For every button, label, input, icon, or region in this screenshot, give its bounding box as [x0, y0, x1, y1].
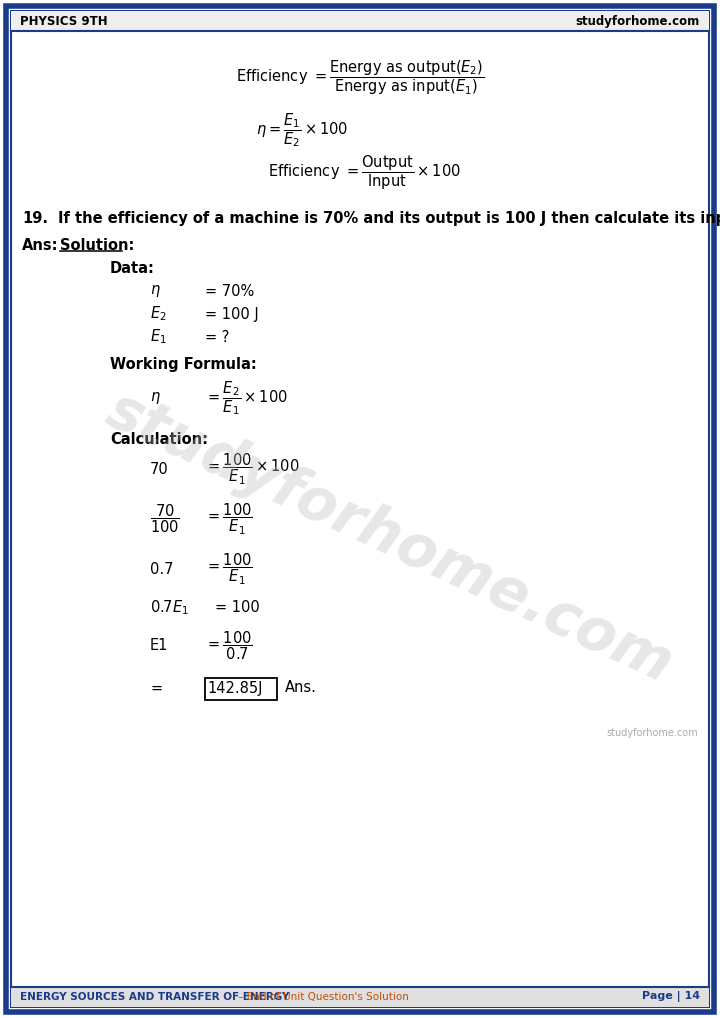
Text: $= \dfrac{E_2}{E_1} \times 100$: $= \dfrac{E_2}{E_1} \times 100$: [205, 379, 288, 417]
Text: Data:: Data:: [110, 261, 155, 276]
Text: = 100: = 100: [215, 601, 260, 616]
Text: Working Formula:: Working Formula:: [110, 356, 257, 372]
Bar: [205, 678, 277, 700]
Text: $\dfrac{70}{100}$: $\dfrac{70}{100}$: [150, 503, 180, 535]
Text: studyforhome.com: studyforhome.com: [576, 14, 700, 27]
Text: = 70%: = 70%: [205, 283, 254, 298]
Text: $= \dfrac{100}{E_1}$: $= \dfrac{100}{E_1}$: [205, 502, 253, 536]
Bar: [11, 11, 709, 31]
Text: $= \dfrac{100}{0.7}$: $= \dfrac{100}{0.7}$: [205, 630, 253, 663]
Bar: [11, 987, 709, 1007]
Text: 0.7: 0.7: [150, 562, 174, 576]
Text: 19.: 19.: [22, 211, 48, 226]
Text: = ?: = ?: [205, 330, 230, 344]
Text: Efficiency $= \dfrac{\mathrm{Output}}{\mathrm{Input}} \times 100$: Efficiency $= \dfrac{\mathrm{Output}}{\m…: [268, 154, 461, 192]
Text: studyforhome.com: studyforhome.com: [606, 728, 698, 738]
Text: =: =: [150, 680, 162, 695]
Text: – End of Unit Question's Solution: – End of Unit Question's Solution: [235, 992, 409, 1002]
Text: $\eta = \dfrac{E_1}{E_2} \times 100$: $\eta = \dfrac{E_1}{E_2} \times 100$: [256, 111, 348, 149]
Text: $\eta$: $\eta$: [150, 283, 161, 299]
Text: Ans.: Ans.: [285, 680, 317, 695]
Text: 70: 70: [150, 461, 168, 476]
Text: If the efficiency of a machine is 70% and its output is 100 J then calculate its: If the efficiency of a machine is 70% an…: [58, 211, 720, 226]
Text: PHYSICS 9TH: PHYSICS 9TH: [20, 14, 107, 27]
Text: $= \dfrac{100}{E_1}$: $= \dfrac{100}{E_1}$: [205, 552, 253, 586]
Text: $E_1$: $E_1$: [150, 328, 167, 346]
Text: Solution:: Solution:: [60, 237, 135, 252]
Text: $0.7E_1$: $0.7E_1$: [150, 599, 189, 617]
Text: studyforhome.com: studyforhome.com: [98, 382, 682, 694]
Text: Calculation:: Calculation:: [110, 432, 208, 447]
Text: Ans:: Ans:: [22, 237, 58, 252]
Text: $= \dfrac{100}{E_1} \times 100$: $= \dfrac{100}{E_1} \times 100$: [205, 451, 300, 487]
Text: ENERGY SOURCES AND TRANSFER OF ENERGY: ENERGY SOURCES AND TRANSFER OF ENERGY: [20, 992, 289, 1002]
Text: $\eta$: $\eta$: [150, 390, 161, 406]
Text: E1: E1: [150, 638, 168, 654]
Text: 142.85J: 142.85J: [207, 681, 263, 696]
Text: $E_2$: $E_2$: [150, 304, 166, 324]
Text: Efficiency $= \dfrac{\mathrm{Energy\ as\ output}(E_2)}{\mathrm{Energy\ as\ input: Efficiency $= \dfrac{\mathrm{Energy\ as\…: [235, 59, 485, 98]
Text: Page | 14: Page | 14: [642, 992, 700, 1003]
Text: = 100 J: = 100 J: [205, 306, 258, 322]
